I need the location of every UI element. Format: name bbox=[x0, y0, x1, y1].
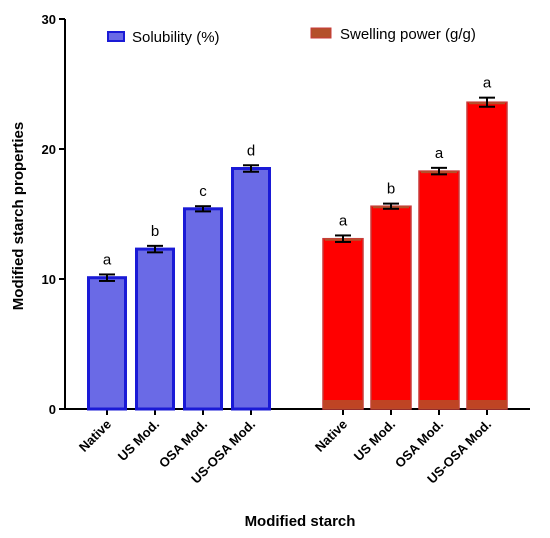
solubility-significance-letter: c bbox=[199, 183, 207, 200]
swelling-power-bar bbox=[370, 205, 412, 410]
solubility-bar bbox=[135, 247, 175, 411]
x-axis-title: Modified starch bbox=[245, 513, 356, 530]
solubility-bar bbox=[231, 167, 271, 411]
swelling-power-bar bbox=[466, 101, 508, 410]
swelling-power-category-label: US Mod. bbox=[351, 417, 398, 464]
swelling-power-significance-letter: a bbox=[435, 145, 444, 162]
solubility-category-label: Native bbox=[76, 417, 114, 455]
swelling-power-bar-base bbox=[419, 400, 459, 409]
swelling-power-bar-base bbox=[323, 400, 363, 409]
solubility-bar bbox=[87, 276, 127, 411]
swelling-power-legend-label: Swelling power (g/g) bbox=[340, 26, 476, 43]
solubility-bar bbox=[183, 207, 223, 411]
swelling-power-legend-swatch bbox=[310, 27, 332, 39]
legend: Solubility (%) Swelling power (g/g) bbox=[107, 26, 476, 46]
solubility-category-label: US Mod. bbox=[115, 417, 162, 464]
swelling-power-significance-letter: a bbox=[339, 212, 348, 229]
y-axis-title: Modified starch properties bbox=[10, 122, 27, 310]
solubility-significance-letter: a bbox=[103, 251, 112, 268]
y-tick-label: 0 bbox=[49, 402, 56, 417]
solubility-significance-letter: d bbox=[247, 142, 255, 159]
y-tick-label: 10 bbox=[42, 272, 56, 287]
swelling-power-bar bbox=[418, 170, 460, 410]
solubility-significance-letter: b bbox=[151, 223, 159, 240]
swelling-power-bar-base bbox=[371, 400, 411, 409]
swelling-power-bar-base bbox=[467, 400, 507, 409]
swelling-power-significance-letter: a bbox=[483, 75, 492, 92]
solubility-legend-swatch bbox=[107, 31, 125, 42]
swelling-power-bar bbox=[322, 237, 364, 410]
swelling-power-significance-letter: b bbox=[387, 181, 395, 198]
y-tick-label: 30 bbox=[42, 12, 56, 27]
bars bbox=[87, 96, 508, 411]
swelling-power-category-label: Native bbox=[312, 417, 350, 455]
solubility-legend-label: Solubility (%) bbox=[132, 29, 220, 46]
y-tick-label: 20 bbox=[42, 142, 56, 157]
